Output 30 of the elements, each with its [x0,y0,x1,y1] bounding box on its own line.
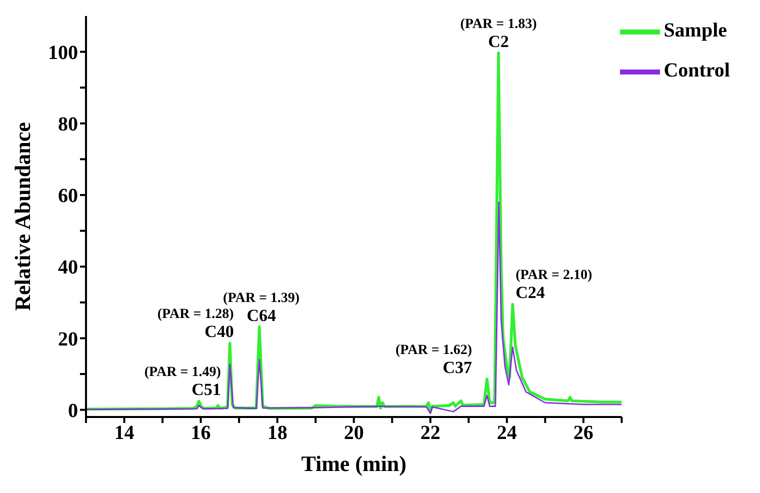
line-series [86,201,622,414]
x-tick-label: 22 [420,422,440,444]
x-tick-label: 24 [496,422,517,444]
annotation: C2 [488,32,509,51]
annotation: (PAR = 1.39) [223,290,300,306]
x-tick-label: 16 [190,422,211,444]
y-axis-title: Relative Abundance [10,122,35,311]
x-tick-label: 20 [344,422,364,444]
annotation: (PAR = 1.62) [395,343,472,358]
legend-label: Sample [664,20,728,42]
annotation: C51 [192,380,221,400]
legend-label: Control [664,60,730,82]
y-tick-label: 0 [68,400,78,422]
x-axis-title: Time (min) [301,451,406,476]
y-tick-label: 40 [58,256,78,279]
y-tick-label: 60 [58,185,78,208]
annotation: C40 [204,322,234,342]
annotation: C64 [246,306,276,325]
annotation: C37 [442,358,472,378]
x-tick-label: 26 [573,422,594,444]
x-tick-label: 18 [267,422,288,444]
annotation: (PAR = 1.49) [144,365,222,380]
x-tick-label: 14 [114,422,134,444]
annotation: (PAR = 1.83) [460,16,538,32]
y-tick-label: 80 [58,114,78,136]
annotation: (PAR = 1.28) [157,307,234,322]
annotation: (PAR = 2.10) [516,268,593,284]
y-tick-label: 100 [48,42,78,64]
y-tick-label: 20 [58,328,78,350]
annotation: C24 [516,283,546,302]
